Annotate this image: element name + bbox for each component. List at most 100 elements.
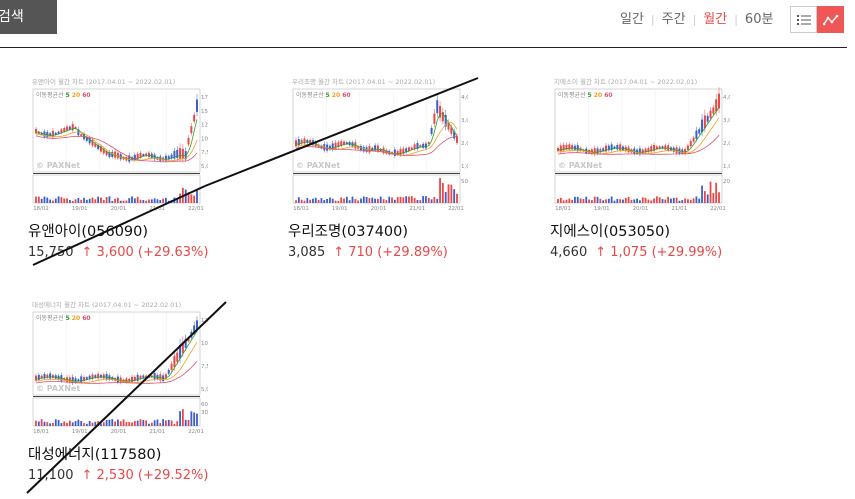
volume-bar (43, 196, 46, 203)
volume-bar (181, 409, 184, 426)
volume-bar (80, 421, 83, 426)
volume-bar (374, 198, 376, 203)
volume-bar (328, 197, 331, 203)
volume-bar (405, 196, 408, 203)
volume-bar (179, 193, 181, 203)
candle-body (703, 115, 706, 129)
volume-bar (706, 194, 709, 203)
candle-body (593, 148, 596, 155)
volume-bar (122, 419, 125, 426)
volume-bar (136, 420, 139, 426)
volume-bar (450, 184, 453, 203)
volume-bar (128, 198, 131, 203)
volume-bar (379, 196, 382, 203)
volume-bar (661, 199, 664, 203)
volume-bar (156, 419, 159, 426)
candle-body (557, 147, 559, 152)
paxnet-watermark: © PAXNet (296, 161, 340, 170)
volume-bar (571, 200, 574, 203)
period-weekly[interactable]: 주간 (661, 12, 686, 27)
volume-bar (54, 419, 57, 426)
volume-bar (187, 419, 190, 426)
volume-bar (701, 185, 703, 203)
volume-bar (430, 199, 433, 203)
stock-name[interactable]: 대성에너지(117580) (28, 447, 162, 463)
volume-bar (695, 196, 698, 203)
volume-bar (585, 196, 588, 203)
candle-body (582, 149, 585, 152)
y-tick-label: 10,000 (201, 136, 208, 142)
candle-body (97, 373, 100, 379)
y-tick-label: 12,500 (201, 123, 208, 129)
x-tick-label: 20/01 (111, 429, 127, 434)
volume-bar (624, 197, 627, 203)
y-tick-label: 7,500 (201, 150, 208, 156)
candle-body (653, 144, 656, 151)
y-tick-label: 2,000 (723, 141, 730, 147)
candle-body (368, 146, 371, 153)
candle-body (102, 148, 105, 154)
chart-view-button[interactable] (817, 6, 844, 33)
volume-bar (170, 200, 173, 203)
stock-price-line: 11,100 ↑ 2,530 (+29.52%) (28, 468, 208, 483)
candle-body (190, 331, 193, 338)
volume-bar (574, 196, 576, 203)
volume-bar (650, 200, 653, 203)
volume-bar (43, 421, 46, 426)
volume-bar (196, 190, 198, 203)
period-60min[interactable]: 60분 (744, 12, 774, 27)
volume-bar (703, 191, 706, 203)
volume-bar (190, 194, 193, 203)
volume-tick-label: 50M (461, 179, 468, 185)
candle-body (128, 155, 131, 162)
stock-change: ↑ 710 (+29.89%) (333, 245, 448, 260)
volume-bar (607, 198, 610, 203)
volume-tick-label: 30M (201, 410, 208, 416)
candle-body (133, 154, 136, 161)
stock-name[interactable]: 유앤아이(056090) (28, 224, 149, 240)
candle-body (376, 145, 379, 152)
candle-body (692, 137, 695, 142)
volume-bar (131, 196, 133, 203)
volume-bar (297, 197, 300, 203)
stock-price: 3,085 (288, 245, 326, 260)
volume-bar (689, 199, 692, 203)
list-view-button[interactable] (790, 6, 817, 33)
stock-chart-thumbnail[interactable]: 대성에너지 월간 차트 (2017.04.01 ~ 2022.02.01) 이동평… (28, 298, 208, 434)
volume-bar (128, 422, 131, 426)
volume-bar (427, 197, 430, 203)
candle-body (97, 144, 100, 150)
stock-price-line: 4,660 ↑ 1,075 (+29.99%) (550, 245, 722, 260)
volume-bar (675, 197, 678, 203)
volume-bar (77, 197, 80, 203)
volume-bar (444, 191, 447, 203)
volume-bar (97, 196, 100, 203)
stock-chart-thumbnail[interactable]: 우리조명 월간 차트 (2017.04.01 ~ 2022.02.01) 이동평균… (288, 75, 468, 211)
x-tick-label: 20/01 (371, 206, 387, 211)
stock-name[interactable]: 지에스이(053050) (550, 224, 671, 240)
stock-chart-thumbnail[interactable]: 유앤아이 월간 차트 (2017.04.01 ~ 2022.02.01) 이동평균… (28, 75, 208, 211)
volume-bar (145, 420, 148, 426)
volume-bar (416, 199, 419, 203)
x-tick-label: 19/01 (72, 429, 88, 434)
x-tick-label: 21/01 (149, 429, 165, 434)
y-tick-label: 5,000 (201, 387, 208, 393)
candle-body (187, 137, 190, 145)
period-daily[interactable]: 일간 (620, 12, 644, 27)
candle-body (568, 144, 571, 150)
candle-body (607, 145, 610, 151)
stock-chart-thumbnail[interactable]: 지에스이 월간 차트 (2017.04.01 ~ 2022.02.01) 이동평균… (550, 75, 730, 211)
candle-body (102, 374, 105, 379)
search-button[interactable]: 검색 (0, 0, 57, 34)
volume-bar (698, 198, 701, 203)
volume-bar (119, 200, 122, 203)
volume-bar (102, 422, 105, 426)
period-monthly[interactable]: 월간 (703, 12, 728, 27)
volume-bar (142, 200, 145, 203)
volume-bar (46, 422, 49, 426)
volume-bar (167, 200, 170, 203)
stock-name[interactable]: 우리조명(037400) (288, 224, 409, 240)
candle-body (661, 146, 664, 149)
ma-legend: 이동평균선 5 20 60 (36, 314, 91, 322)
y-tick-label: 7,500 (201, 364, 208, 370)
